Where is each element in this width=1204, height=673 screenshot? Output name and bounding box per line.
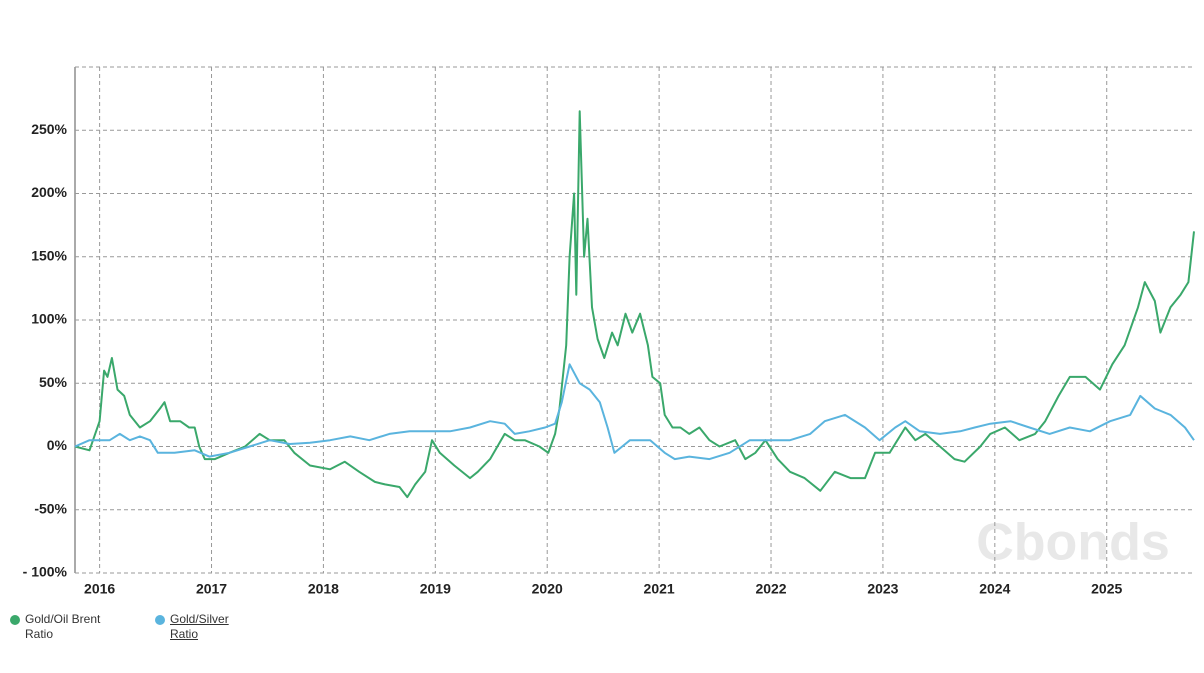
y-tick-label: 150% (31, 247, 67, 263)
series-line (74, 363, 1195, 461)
legend-marker (10, 615, 20, 625)
y-tick-label: -50% (34, 500, 67, 516)
y-tick-label: 0% (47, 437, 68, 453)
x-tick-label: 2018 (308, 581, 339, 597)
series-line (74, 110, 1195, 499)
x-tick-label: 2020 (532, 581, 563, 597)
y-tick-label: - 100% (23, 564, 68, 580)
x-tick-label: 2016 (84, 581, 115, 597)
x-tick-label: 2023 (867, 581, 898, 597)
x-tick-label: 2025 (1091, 581, 1122, 597)
y-tick-label: 100% (31, 311, 67, 327)
x-tick-label: 2017 (196, 581, 227, 597)
legend-label: Gold/Silver Ratio (170, 612, 229, 641)
x-tick-label: 2019 (420, 581, 451, 597)
x-tick-label: 2022 (755, 581, 786, 597)
legend-marker (155, 615, 165, 625)
y-tick-label: 250% (31, 121, 67, 137)
legend-item[interactable]: Gold/Silver Ratio (155, 612, 250, 642)
x-tick-label: 2021 (644, 581, 675, 597)
legend-label: Gold/Oil Brent Ratio (25, 612, 101, 641)
x-tick-label: 2024 (979, 581, 1010, 597)
legend-item[interactable]: Gold/Oil Brent Ratio (10, 612, 117, 642)
y-tick-label: 50% (39, 374, 68, 390)
watermark: Cbonds (976, 514, 1170, 572)
y-tick-label: 200% (31, 184, 67, 200)
